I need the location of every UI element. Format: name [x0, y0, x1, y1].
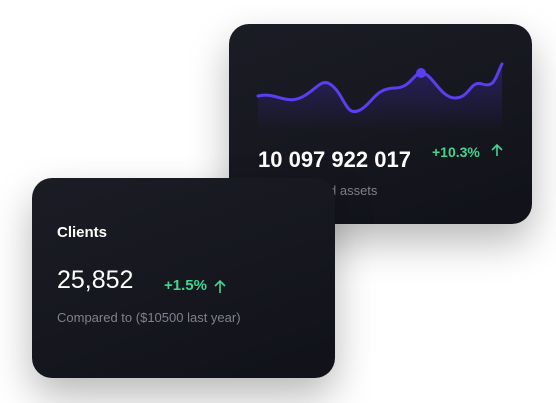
sparkline-line [256, 62, 504, 114]
sparkline-area [258, 64, 502, 132]
arrow-up-icon [491, 143, 503, 156]
arrow-up-icon [214, 279, 226, 293]
clients-change: +1.5% [164, 277, 207, 294]
sparkline [256, 62, 504, 156]
clients-title: Clients [57, 224, 108, 241]
clients-caption: Compared to ($10500 last year) [57, 310, 241, 325]
clients-value: 25,852 [57, 266, 134, 294]
clients-card: Clients 25,852 +1.5% Compared to ($10500… [32, 178, 335, 378]
sparkline-dot [416, 68, 426, 78]
assets-change: +10.3% [432, 144, 480, 160]
assets-caption: d assets [329, 183, 378, 198]
assets-value: 10 097 922 017 [258, 147, 411, 172]
